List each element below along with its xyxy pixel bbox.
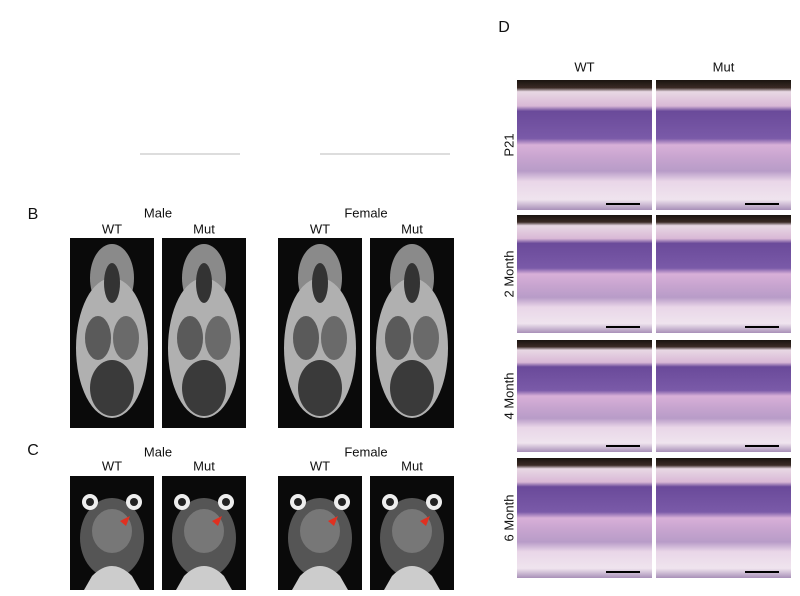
column-label: Mut <box>401 458 423 473</box>
histology-image <box>656 340 791 452</box>
panel-label: C <box>27 442 39 459</box>
histology-image <box>517 215 652 333</box>
image <box>162 476 246 590</box>
image <box>370 238 454 428</box>
column-label: WT <box>310 458 330 473</box>
group-title: Female <box>344 444 387 459</box>
histology-image <box>656 215 791 333</box>
image <box>370 476 454 590</box>
histology-image <box>656 458 791 578</box>
row-label: 6 Month <box>501 495 516 542</box>
image <box>278 476 362 590</box>
column-label: WT <box>310 221 330 236</box>
column-label: Mut <box>193 458 215 473</box>
image <box>162 238 246 428</box>
column-label: Mut <box>713 59 735 74</box>
image <box>278 238 362 428</box>
row-label: P21 <box>501 133 516 156</box>
column-label: Mut <box>401 221 423 236</box>
histology-image <box>517 340 652 452</box>
image <box>70 476 154 590</box>
column-label: WT <box>102 458 122 473</box>
column-label: WT <box>574 59 594 74</box>
group-title: Male <box>144 444 172 459</box>
histology-image <box>656 80 791 210</box>
histology-image <box>517 80 652 210</box>
histology-image <box>517 458 652 578</box>
column-label: WT <box>102 221 122 236</box>
row-label: 2 Month <box>501 251 516 298</box>
column-label: Mut <box>193 221 215 236</box>
panel-label: B <box>28 206 39 223</box>
group-title: Male <box>144 205 172 220</box>
row-label: 4 Month <box>501 373 516 420</box>
panels: B Male WT Mut Female WT Mut C Male WT Mut Female WT M… <box>27 19 791 590</box>
group-title: Female <box>344 205 387 220</box>
image <box>70 238 154 428</box>
panel-label: D <box>498 19 510 36</box>
